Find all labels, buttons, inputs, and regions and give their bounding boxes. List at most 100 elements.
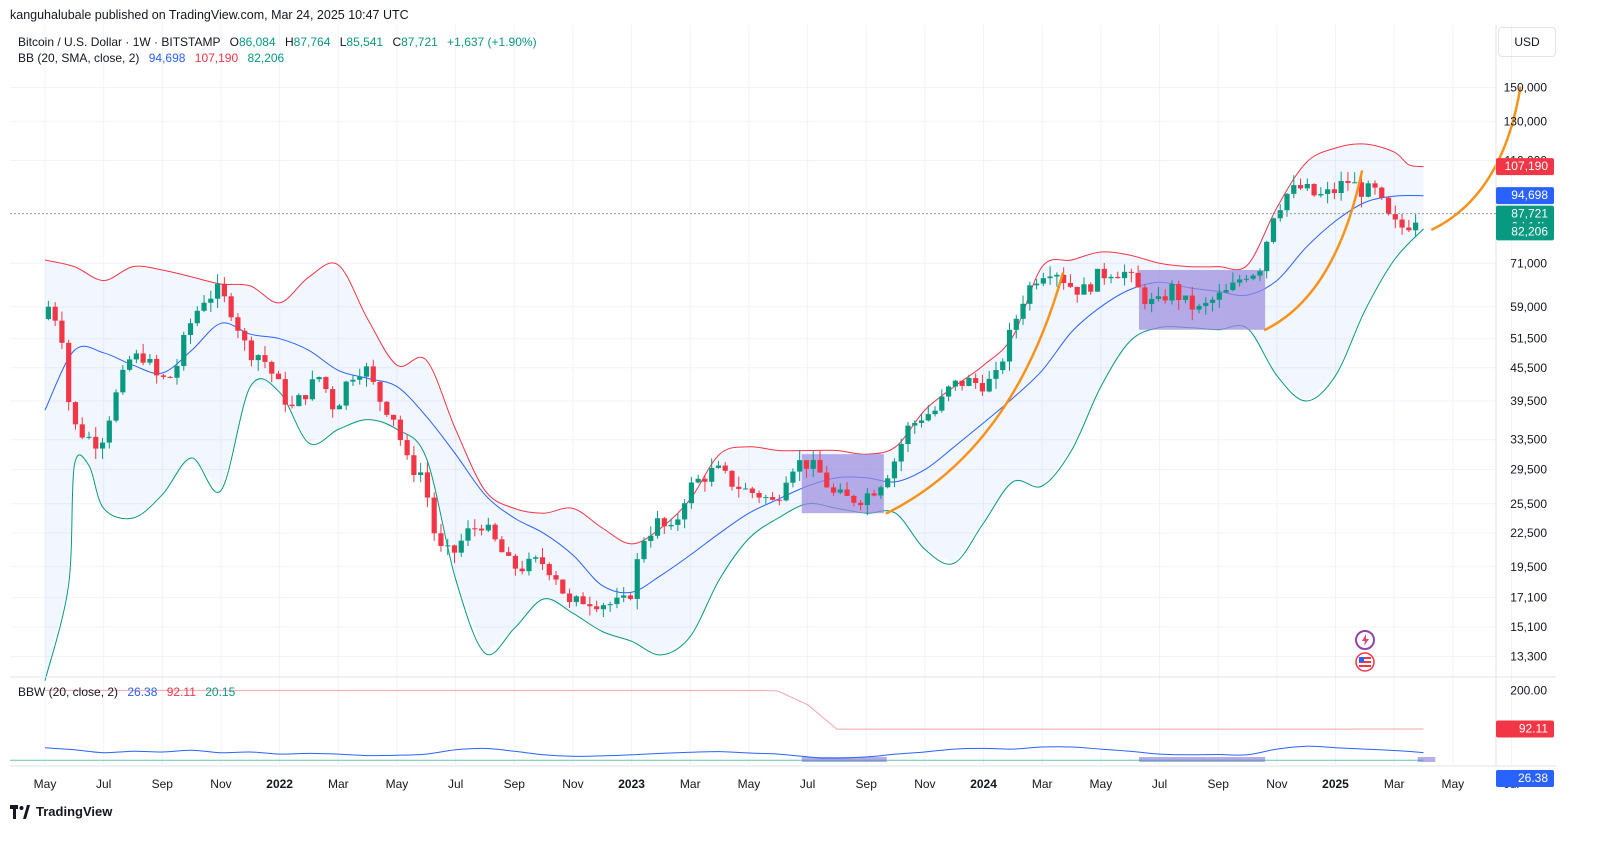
candle-down: [566, 593, 573, 603]
time-tick-label: Sep: [504, 777, 526, 791]
lightning-icon[interactable]: [1355, 630, 1375, 650]
candle-up: [810, 460, 816, 469]
candle-down: [1128, 271, 1134, 273]
bbw-legend[interactable]: BBW (20, close, 2) 26.38 92.11 20.15: [18, 685, 235, 699]
candle-up: [1054, 274, 1060, 277]
close-value: 87,721: [401, 35, 438, 49]
candle-down: [702, 478, 708, 482]
lightning-icon-ring: [1355, 630, 1375, 650]
candle-up: [986, 378, 992, 392]
candle-down: [269, 361, 275, 374]
candle-up: [1040, 278, 1046, 284]
candle-down: [580, 596, 586, 605]
candle-down: [594, 606, 600, 610]
candle-up: [485, 524, 491, 531]
candle-up: [255, 355, 261, 361]
candle-up: [905, 425, 911, 444]
price-tick-label: 150,000: [1504, 81, 1548, 95]
candle-down: [472, 528, 478, 530]
candle-up: [194, 310, 200, 324]
price-tick-label: 33,500: [1510, 433, 1547, 447]
candle-down: [1061, 274, 1067, 283]
candle-down: [1074, 286, 1080, 295]
candle-up: [573, 596, 579, 603]
candle-up: [106, 420, 112, 443]
consolidation-box: [1139, 270, 1266, 330]
candle-up: [763, 497, 769, 499]
symbol-legend[interactable]: Bitcoin / U.S. Dollar · 1W · BITSTAMP O8…: [18, 35, 537, 49]
flag-icon-canton: [1359, 657, 1364, 662]
candle-down: [377, 381, 383, 402]
candle-up: [1257, 271, 1263, 276]
basis-badge-bg: [1496, 187, 1554, 205]
bbw-high-value: 92.11: [166, 685, 196, 699]
candle-down: [817, 460, 823, 473]
time-tick-label: Jul: [448, 777, 463, 791]
candle-up: [891, 461, 898, 479]
candle-up: [1365, 183, 1371, 197]
candle-down: [323, 377, 329, 390]
candle-up: [648, 535, 654, 541]
publisher-line: kanguhalubale published on TradingView.c…: [10, 8, 409, 22]
candle-up: [1318, 194, 1324, 196]
currency-button[interactable]: USD: [1498, 27, 1556, 57]
candle-up: [912, 422, 918, 426]
bb-lower-value: 82,206: [247, 51, 285, 65]
candle-up: [925, 414, 931, 421]
candle-down: [803, 460, 810, 469]
candle-down: [72, 402, 79, 425]
bb-legend[interactable]: BB (20, SMA, close, 2) 94,698 107,190 82…: [18, 51, 284, 65]
candle-down: [235, 317, 241, 331]
candle-down: [1311, 183, 1317, 196]
candle-up: [1006, 329, 1013, 362]
candle-down: [539, 557, 546, 565]
symbol-name[interactable]: Bitcoin / U.S. Dollar · 1W · BITSTAMP: [18, 35, 221, 49]
candle-down: [1135, 272, 1141, 288]
bbw-label[interactable]: BBW (20, close, 2): [18, 685, 119, 699]
candle-up: [1291, 185, 1297, 194]
lightning-icon-bolt: [1362, 634, 1369, 646]
time-tick-label: Mar: [1032, 777, 1053, 791]
candle-up: [1250, 275, 1256, 279]
low-label: L: [339, 35, 347, 49]
bb-label[interactable]: BB (20, SMA, close, 2): [18, 51, 140, 65]
bbw-line: [44, 745, 1424, 759]
time-tick-label: Nov: [1266, 777, 1287, 791]
candle-down: [431, 497, 437, 534]
candle-up: [709, 467, 715, 482]
candle-up: [1013, 318, 1019, 330]
candle-up: [878, 487, 884, 496]
candle-down: [248, 340, 255, 361]
open-value: 86,084: [238, 35, 276, 49]
candle-down: [729, 470, 735, 487]
candle-up: [296, 395, 302, 407]
tradingview-brand[interactable]: TradingView: [10, 804, 112, 819]
bb-upper-value: 107,190: [194, 51, 239, 65]
candle-up: [1000, 361, 1006, 371]
price-tick-label: 71,000: [1510, 256, 1547, 270]
candle-down: [1115, 276, 1121, 279]
candle-down: [499, 539, 505, 553]
candle-down: [979, 383, 986, 392]
bbw-high-badge-text: 92.11: [1519, 722, 1548, 736]
candle-up: [864, 493, 870, 506]
candle-down: [228, 296, 234, 318]
candle-up: [445, 545, 451, 547]
candle-down: [546, 564, 552, 576]
candle-up: [1081, 284, 1087, 295]
time-tick-label: Mar: [680, 777, 701, 791]
candle-down: [1142, 287, 1148, 304]
time-tick-label: Nov: [562, 777, 583, 791]
candle-up: [932, 410, 938, 415]
flag-icon[interactable]: [1355, 652, 1375, 672]
candle-up: [1413, 222, 1419, 231]
candle-up: [1216, 292, 1222, 300]
candle-down: [553, 575, 559, 580]
candle-up: [695, 478, 701, 483]
candle-down: [1406, 227, 1412, 231]
candle-down: [1162, 296, 1168, 301]
candle-down: [1067, 282, 1074, 287]
bbw-value-badge-bg: [1496, 770, 1554, 788]
candle-down: [424, 472, 431, 498]
